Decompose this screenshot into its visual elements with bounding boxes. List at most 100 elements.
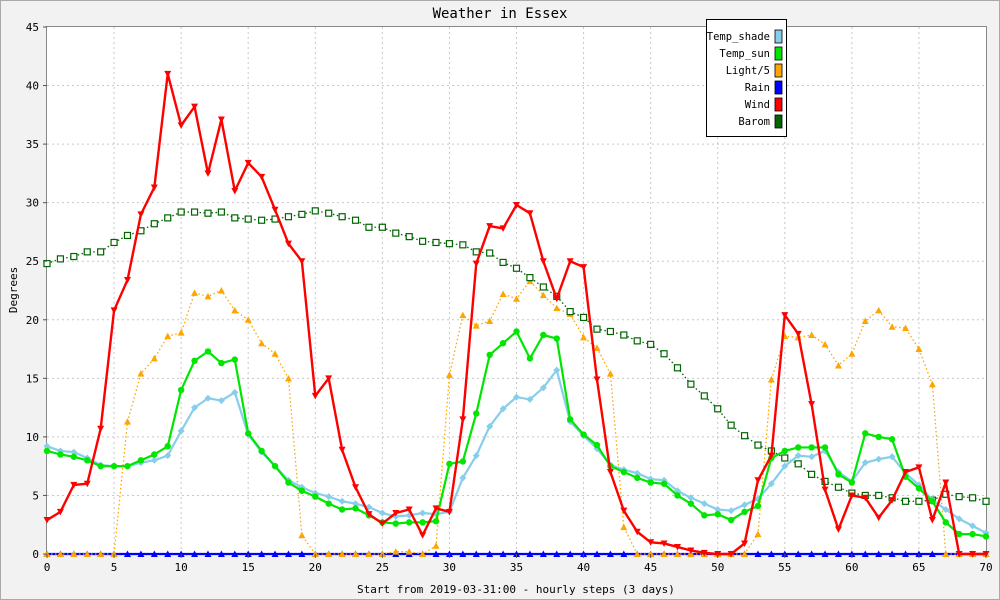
data-point-wind (741, 540, 749, 547)
x-tick-label: 0 (44, 561, 51, 574)
y-tick-label: 40 (26, 80, 39, 93)
data-point-rain (821, 550, 829, 557)
data-point-light-5 (580, 333, 588, 341)
data-point-barom (378, 223, 386, 231)
data-point-light-5 (647, 550, 655, 557)
legend: Temp_shade Temp_sun Light/5 Rain Wind Barom (706, 19, 787, 137)
data-point-temp-shade (191, 404, 199, 412)
data-point-barom (43, 259, 51, 268)
y-tick-label: 15 (26, 372, 39, 385)
data-point-temp-sun (473, 410, 480, 417)
data-point-temp-sun (392, 520, 399, 527)
data-point-rain (204, 550, 212, 557)
data-point-barom (338, 213, 346, 221)
data-point-temp-sun (177, 386, 185, 394)
data-point-temp-sun (875, 433, 882, 441)
data-point-temp-shade (955, 515, 963, 523)
data-point-temp-sun (513, 328, 520, 335)
data-point-rain (781, 550, 789, 557)
data-point-wind (258, 173, 266, 181)
series-temp-sun (43, 328, 990, 540)
data-point-rain (445, 550, 453, 557)
data-point-temp-sun (888, 436, 896, 443)
data-point-temp-shade (43, 442, 51, 450)
data-point-temp-sun (795, 444, 802, 451)
data-point-wind (43, 517, 51, 524)
data-point-wind (727, 551, 735, 558)
data-point-barom (727, 421, 735, 429)
data-point-barom (539, 283, 547, 291)
data-point-light-5 (767, 376, 775, 383)
data-point-light-5 (204, 292, 212, 300)
data-point-light-5 (177, 329, 185, 336)
data-point-light-5 (191, 289, 199, 296)
data-point-wind (754, 477, 762, 484)
data-point-light-5 (834, 361, 842, 369)
data-point-wind (56, 508, 64, 516)
data-point-temp-sun (929, 498, 936, 505)
data-point-wind (633, 528, 641, 536)
x-axis-label: Start from 2019-03-31:00 - hourly steps … (357, 583, 675, 596)
data-point-barom (123, 231, 132, 240)
data-point-temp-shade (499, 405, 507, 413)
data-point-light-5 (808, 331, 816, 339)
data-point-light-5 (620, 523, 628, 531)
y-tick-label: 10 (26, 431, 39, 444)
y-tick-label: 45 (26, 21, 39, 34)
x-tick-label: 65 (912, 561, 925, 574)
legend-label: Temp_sun (719, 48, 770, 60)
data-point-rain (553, 550, 561, 557)
data-point-temp-shade (231, 388, 239, 396)
data-point-light-5 (754, 530, 762, 538)
data-point-barom (915, 497, 923, 505)
data-point-rain (486, 550, 494, 557)
data-point-wind (352, 484, 360, 491)
data-point-wind (392, 510, 400, 517)
data-point-light-5 (821, 340, 829, 348)
data-point-light-5 (123, 418, 131, 425)
data-point-temp-sun (701, 512, 708, 519)
data-point-barom (217, 208, 225, 216)
data-point-wind (620, 507, 628, 515)
data-point-wind (365, 511, 373, 518)
data-point-temp-shade (539, 384, 547, 392)
data-point-wind (580, 264, 588, 271)
legend-label: Light/5 (726, 65, 770, 77)
data-point-rain (150, 550, 158, 557)
data-point-rain (513, 550, 520, 557)
data-point-wind (83, 480, 91, 488)
data-point-light-5 (338, 550, 346, 557)
data-point-light-5 (445, 371, 453, 378)
data-point-wind (70, 481, 78, 489)
x-tick-label: 25 (376, 561, 389, 574)
data-point-barom (593, 325, 601, 333)
data-point-barom (647, 340, 655, 348)
data-point-temp-sun (218, 359, 225, 367)
data-point-temp-sun (84, 457, 91, 464)
data-point-wind (271, 206, 279, 214)
data-point-temp-sun (714, 510, 721, 518)
data-point-rain (526, 550, 534, 557)
data-point-wind (338, 446, 346, 454)
data-point-barom (351, 216, 360, 224)
data-point-light-5 (741, 550, 749, 557)
data-point-light-5 (928, 380, 936, 388)
data-point-barom (875, 491, 883, 500)
data-point-temp-sun (754, 502, 762, 510)
y-tick-label: 30 (26, 197, 39, 210)
data-point-light-5 (902, 324, 910, 331)
data-point-light-5 (231, 306, 239, 314)
data-point-wind (499, 225, 507, 232)
data-point-light-5 (137, 370, 145, 377)
grid-layer (47, 27, 986, 554)
data-point-barom (901, 497, 910, 505)
data-point-barom (419, 237, 427, 245)
data-point-temp-sun (687, 500, 695, 507)
data-point-temp-shade (727, 507, 735, 515)
data-point-temp-sun (419, 519, 426, 526)
data-point-temp-sun (432, 518, 440, 525)
x-tick-label: 45 (644, 561, 657, 574)
data-point-barom (955, 493, 963, 501)
data-point-barom (620, 331, 628, 339)
